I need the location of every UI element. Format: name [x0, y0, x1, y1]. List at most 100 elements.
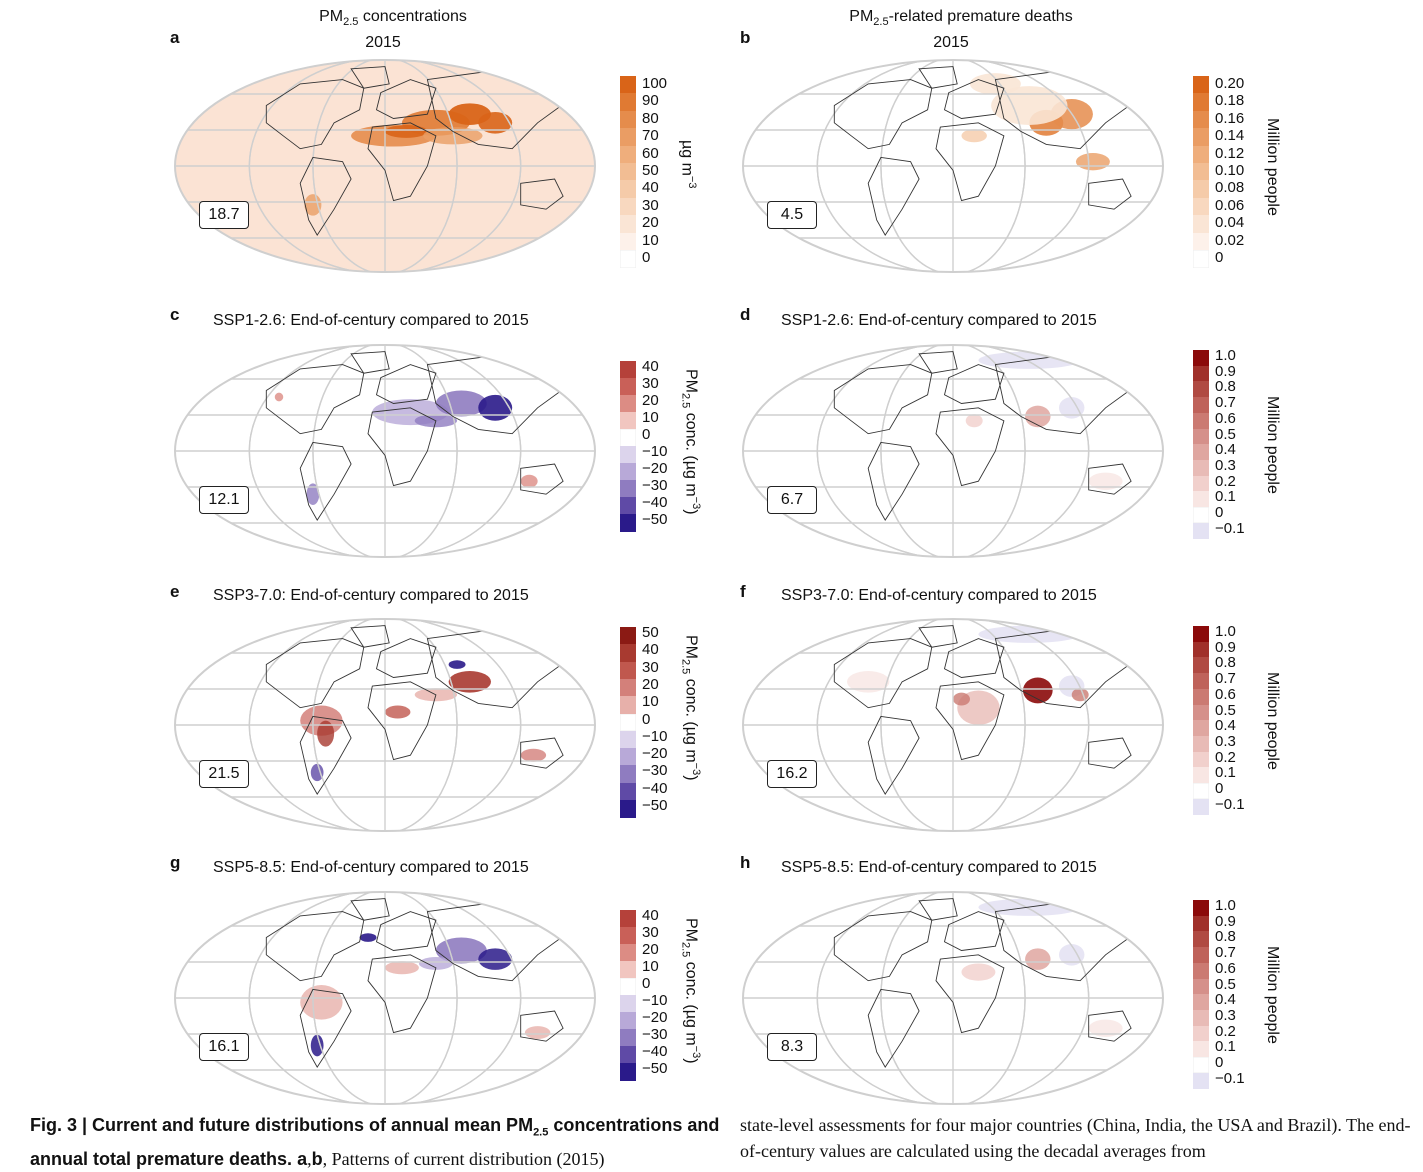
- colorbar-tick-label: 0.6: [1215, 959, 1236, 977]
- continent-australia: [520, 1010, 564, 1042]
- colorbar-tick-label: 0.7: [1215, 670, 1236, 688]
- colorbar-tick-label: 0.5: [1215, 425, 1236, 443]
- colorbar-segment: [1193, 751, 1209, 768]
- colorbar-segment: [620, 215, 636, 234]
- colorbar-segment: [620, 128, 636, 147]
- continent-samerica: [867, 988, 920, 1068]
- global-value-box-e: 21.5: [199, 760, 249, 788]
- continent-africa: [367, 122, 437, 202]
- colorbar-tick-label: 20: [642, 214, 659, 232]
- colorbar-tick-label: 50: [642, 624, 659, 641]
- continent-greenland: [918, 351, 958, 374]
- colorbar-segment: [620, 961, 636, 979]
- colorbar-tick-label: 0.10: [1215, 162, 1245, 179]
- colorbar-segment: [1193, 915, 1209, 932]
- colorbar-tick-label: 0.6: [1215, 685, 1236, 703]
- colorbar-label-a: µg m−3: [678, 140, 698, 189]
- colorbar-segment: [620, 995, 636, 1013]
- colorbar-segment: [620, 1063, 636, 1081]
- panel-letter-e: e: [170, 582, 180, 601]
- continent-samerica: [867, 715, 920, 795]
- colorbar-segment: [1193, 215, 1209, 234]
- map-shading: [478, 948, 513, 970]
- map-shading: [385, 124, 428, 138]
- map-shading: [310, 763, 324, 782]
- map-shading: [1025, 948, 1051, 970]
- colorbar-tick-label: −50: [642, 797, 668, 814]
- colorbar-segment: [620, 927, 636, 945]
- colorbar-tick-label: 0.3: [1215, 456, 1236, 474]
- colorbar-tick-label: 0.20: [1215, 75, 1245, 92]
- colorbar-tick-label: 0.14: [1215, 127, 1245, 145]
- map-shading: [961, 129, 987, 143]
- panel-title-h: SSP5-8.5: End-of-century compared to 201…: [781, 859, 1097, 876]
- colorbar-segment: [620, 1012, 636, 1030]
- colorbar-tick-label: −40: [642, 1043, 668, 1060]
- map-shading: [1025, 405, 1051, 428]
- colorbar-segment: [620, 765, 636, 784]
- colorbar-tick-label: 0.5: [1215, 701, 1236, 719]
- map-shading: [524, 1026, 551, 1040]
- map-border: [174, 618, 596, 832]
- colorbar-segment: [1193, 522, 1209, 539]
- colorbar-segment: [1193, 412, 1209, 429]
- map-shading: [310, 1034, 324, 1057]
- colorbar-tick-label: 0.4: [1215, 717, 1236, 735]
- colorbar-tick-label: 50: [642, 162, 659, 179]
- colorbar-tick-label: 0.02: [1215, 231, 1245, 249]
- colorbar-segment: [1193, 197, 1209, 216]
- continent-europe: [375, 364, 437, 404]
- colorbar-tick-label: 0.2: [1215, 1022, 1236, 1040]
- panel-title-b: PM2.5-related premature deaths: [849, 8, 1073, 29]
- world-map-c: [174, 344, 596, 558]
- colorbar-tick-label: 10: [642, 958, 659, 975]
- graticule-meridian: [248, 60, 522, 272]
- colorbar-tick-label: −50: [642, 511, 668, 528]
- world-map-g: [174, 891, 596, 1105]
- colorbar-segment: [1193, 657, 1209, 674]
- colorbar-segment: [620, 696, 636, 714]
- colorbar-tick-label: −0.1: [1215, 519, 1245, 537]
- colorbar-segment: [1193, 365, 1209, 382]
- map-shading: [274, 392, 284, 402]
- global-value-box-f: 16.2: [767, 760, 817, 788]
- map-shading: [1088, 472, 1123, 490]
- colorbar-tick-label: −40: [642, 494, 668, 511]
- continent-samerica: [299, 988, 352, 1068]
- colorbar-tick-label: −20: [642, 1009, 668, 1026]
- colorbar-segment: [1193, 507, 1209, 524]
- map-shading: [448, 671, 491, 693]
- panel-letter-b: b: [740, 28, 751, 47]
- colorbar-segment: [620, 944, 636, 962]
- colorbar-tick-label: 0: [642, 710, 651, 728]
- colorbar-segment: [1193, 459, 1209, 477]
- map-shading: [435, 937, 487, 964]
- colorbar-tick-label: 0.6: [1215, 409, 1236, 427]
- panel-letter-d: d: [740, 305, 751, 324]
- panel-title-e: SSP3-7.0: End-of-century compared to 201…: [213, 587, 529, 604]
- colorbar-tick-label: 1.0: [1215, 347, 1236, 364]
- graticule-meridian: [880, 345, 1026, 557]
- colorbar-segment: [620, 110, 636, 129]
- map-shading: [1059, 397, 1085, 419]
- colorbar-label-d: Million people: [1264, 396, 1281, 494]
- colorbar-segment: [620, 197, 636, 216]
- continent-samerica: [867, 441, 920, 521]
- colorbar-segment: [620, 1029, 636, 1047]
- colorbar-tick-label: 0.12: [1215, 144, 1245, 162]
- caption-bold-sub: 2.5: [533, 1126, 549, 1139]
- colorbar-tick-label: 80: [642, 109, 659, 127]
- colorbar-segment: [620, 627, 636, 645]
- colorbar-segment: [1193, 232, 1209, 251]
- colorbar-tick-label: 0: [642, 975, 651, 992]
- colorbar-tick-label: 60: [642, 144, 659, 162]
- colorbar-tick-label: 0.16: [1215, 109, 1245, 127]
- graticule-meridian: [312, 892, 458, 1104]
- colorbar-segment: [1193, 931, 1209, 948]
- map-border: [742, 891, 1164, 1105]
- colorbar-segment: [1193, 641, 1209, 658]
- colorbar-tick-label: 0: [1215, 780, 1224, 797]
- colorbar-tick-label: −10: [642, 443, 668, 460]
- graticule-meridian: [312, 60, 458, 272]
- colorbar-segment: [620, 163, 636, 181]
